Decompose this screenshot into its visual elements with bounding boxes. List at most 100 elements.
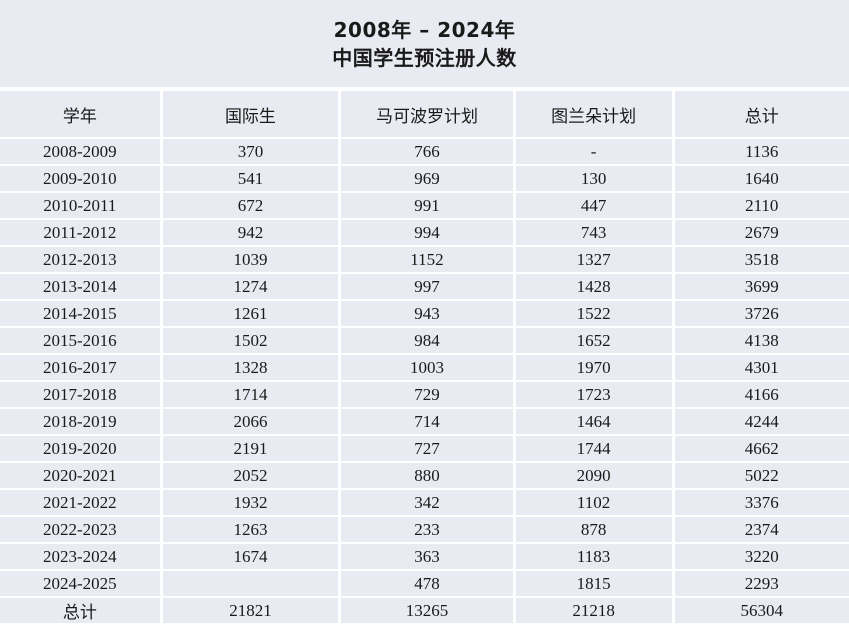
column-header-international: 国际生 bbox=[162, 91, 339, 137]
row-value-cell: 363 bbox=[341, 544, 513, 569]
total-row-value-cell: 56304 bbox=[674, 598, 849, 623]
row-value-cell: 880 bbox=[341, 463, 513, 488]
row-year-cell: 2019-2020 bbox=[0, 436, 160, 461]
row-value-cell: 2052 bbox=[162, 463, 339, 488]
row-value-cell: 3518 bbox=[674, 247, 849, 272]
row-value-cell: 714 bbox=[341, 409, 513, 434]
row-year-cell: 2015-2016 bbox=[0, 328, 160, 353]
row-value-cell: 969 bbox=[341, 166, 513, 191]
row-value-cell: 4301 bbox=[674, 355, 849, 380]
row-value-cell: 2090 bbox=[515, 463, 672, 488]
row-value-cell: 1327 bbox=[515, 247, 672, 272]
row-year-cell: 2012-2013 bbox=[0, 247, 160, 272]
row-value-cell: 541 bbox=[162, 166, 339, 191]
row-value-cell: 743 bbox=[515, 220, 672, 245]
total-row-value-cell: 21218 bbox=[515, 598, 672, 623]
row-value-cell: 1815 bbox=[515, 571, 672, 596]
row-value-cell: 1428 bbox=[515, 274, 672, 299]
row-value-cell: 130 bbox=[515, 166, 672, 191]
row-year-cell: 2023-2024 bbox=[0, 544, 160, 569]
row-value-cell: 3220 bbox=[674, 544, 849, 569]
row-year-cell: 2020-2021 bbox=[0, 463, 160, 488]
row-year-cell: 2013-2014 bbox=[0, 274, 160, 299]
row-value-cell: 1261 bbox=[162, 301, 339, 326]
table-title-line1: 2008年 – 2024年 bbox=[333, 17, 516, 42]
row-value-cell: 5022 bbox=[674, 463, 849, 488]
row-year-cell: 2018-2019 bbox=[0, 409, 160, 434]
row-value-cell: 994 bbox=[341, 220, 513, 245]
row-year-cell: 2009-2010 bbox=[0, 166, 160, 191]
row-value-cell: 2110 bbox=[674, 193, 849, 218]
row-value-cell bbox=[162, 571, 339, 596]
row-value-cell: 4244 bbox=[674, 409, 849, 434]
total-row-value-cell: 21821 bbox=[162, 598, 339, 623]
column-header-year: 学年 bbox=[0, 91, 160, 137]
row-value-cell: 1970 bbox=[515, 355, 672, 380]
row-value-cell: 942 bbox=[162, 220, 339, 245]
row-year-cell: 2010-2011 bbox=[0, 193, 160, 218]
row-year-cell: 2021-2022 bbox=[0, 490, 160, 515]
row-value-cell: 1522 bbox=[515, 301, 672, 326]
column-header-turandot: 图兰朵计划 bbox=[515, 91, 672, 137]
row-value-cell: 672 bbox=[162, 193, 339, 218]
total-row-value-cell: 13265 bbox=[341, 598, 513, 623]
row-value-cell: 1932 bbox=[162, 490, 339, 515]
row-value-cell: 2679 bbox=[674, 220, 849, 245]
row-value-cell: 4138 bbox=[674, 328, 849, 353]
row-value-cell: 1652 bbox=[515, 328, 672, 353]
row-value-cell: 984 bbox=[341, 328, 513, 353]
row-value-cell: 727 bbox=[341, 436, 513, 461]
row-value-cell: 1136 bbox=[674, 139, 849, 164]
row-value-cell: 1003 bbox=[341, 355, 513, 380]
row-value-cell: 1744 bbox=[515, 436, 672, 461]
row-value-cell: 943 bbox=[341, 301, 513, 326]
row-value-cell: 342 bbox=[341, 490, 513, 515]
row-value-cell: 4166 bbox=[674, 382, 849, 407]
row-value-cell: 2191 bbox=[162, 436, 339, 461]
row-value-cell: 3726 bbox=[674, 301, 849, 326]
row-value-cell: 1102 bbox=[515, 490, 672, 515]
row-value-cell: 2066 bbox=[162, 409, 339, 434]
row-value-cell: 1039 bbox=[162, 247, 339, 272]
row-value-cell: 1328 bbox=[162, 355, 339, 380]
row-value-cell: 2374 bbox=[674, 517, 849, 542]
row-value-cell: 3699 bbox=[674, 274, 849, 299]
row-value-cell: 1714 bbox=[162, 382, 339, 407]
row-value-cell: 766 bbox=[341, 139, 513, 164]
row-value-cell: 997 bbox=[341, 274, 513, 299]
row-value-cell: 1674 bbox=[162, 544, 339, 569]
column-header-total: 总计 bbox=[674, 91, 849, 137]
row-value-cell: 878 bbox=[515, 517, 672, 542]
row-value-cell: 447 bbox=[515, 193, 672, 218]
row-value-cell: 3376 bbox=[674, 490, 849, 515]
row-value-cell: 1640 bbox=[674, 166, 849, 191]
row-year-cell: 2017-2018 bbox=[0, 382, 160, 407]
row-value-cell: 1502 bbox=[162, 328, 339, 353]
row-value-cell: 1464 bbox=[515, 409, 672, 434]
total-row-year-cell: 总计 bbox=[0, 598, 160, 623]
row-year-cell: 2014-2015 bbox=[0, 301, 160, 326]
row-value-cell: 729 bbox=[341, 382, 513, 407]
row-value-cell: 4662 bbox=[674, 436, 849, 461]
row-value-cell: - bbox=[515, 139, 672, 164]
row-year-cell: 2022-2023 bbox=[0, 517, 160, 542]
row-value-cell: 1183 bbox=[515, 544, 672, 569]
table-title: 2008年 – 2024年 中国学生预注册人数 bbox=[0, 0, 849, 87]
row-value-cell: 2293 bbox=[674, 571, 849, 596]
column-header-marco-polo: 马可波罗计划 bbox=[341, 91, 513, 137]
row-value-cell: 478 bbox=[341, 571, 513, 596]
row-value-cell: 233 bbox=[341, 517, 513, 542]
row-value-cell: 1263 bbox=[162, 517, 339, 542]
row-year-cell: 2024-2025 bbox=[0, 571, 160, 596]
row-year-cell: 2016-2017 bbox=[0, 355, 160, 380]
table-grid: 学年 国际生 马可波罗计划 图兰朵计划 总计 2008-2009 370 766-1136 20… bbox=[0, 91, 849, 623]
table-title-line2: 中国学生预注册人数 bbox=[332, 45, 517, 70]
row-value-cell: 370 bbox=[162, 139, 339, 164]
row-value-cell: 1274 bbox=[162, 274, 339, 299]
row-year-cell: 2011-2012 bbox=[0, 220, 160, 245]
row-value-cell: 1152 bbox=[341, 247, 513, 272]
row-value-cell: 991 bbox=[341, 193, 513, 218]
row-value-cell: 1723 bbox=[515, 382, 672, 407]
row-year-cell: 2008-2009 bbox=[0, 139, 160, 164]
